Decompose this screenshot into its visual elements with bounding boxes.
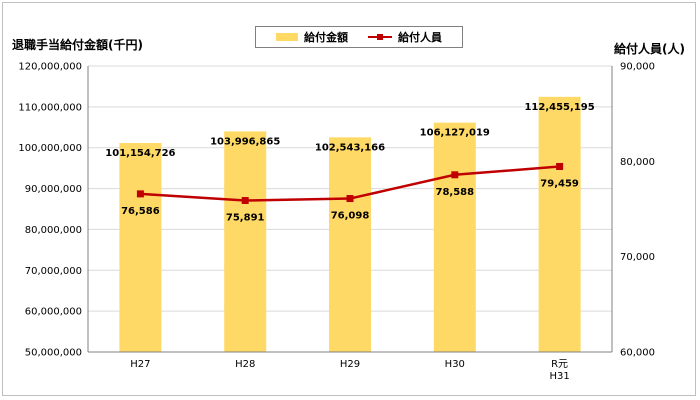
legend: 給付金額 給付人員 — [255, 26, 463, 48]
bar-data-label: 112,455,195 — [524, 102, 594, 113]
y-tick-label-left: 70,000,000 — [25, 266, 82, 277]
x-tick-label: H27 — [130, 359, 150, 370]
y-tick-label-right: 70,000 — [620, 252, 655, 263]
bar — [329, 137, 371, 352]
bar — [433, 122, 476, 353]
y-axis-title-right: 給付人員(人) — [614, 42, 685, 56]
y-tick-label-left: 60,000,000 — [25, 307, 82, 318]
line-marker — [451, 171, 459, 179]
x-tick-label: H30 — [445, 359, 465, 370]
y-tick-label-left: 80,000,000 — [25, 225, 82, 236]
y-tick-label-left: 120,000,000 — [18, 62, 82, 73]
line-data-label: 79,459 — [540, 178, 579, 189]
x-tick-label: H29 — [340, 359, 360, 370]
bar-data-label: 106,127,019 — [420, 128, 490, 139]
x-tick-label: R元 — [551, 359, 568, 370]
chart-frame: 退職手当給付金額(千円) 給付人員(人) 給付金額 給付人員 — [2, 2, 696, 396]
x-tick-label: H31 — [549, 371, 569, 382]
line-data-label: 76,586 — [121, 206, 160, 217]
y-tick-label-left: 90,000,000 — [25, 184, 82, 195]
x-tick-label: H28 — [235, 359, 255, 370]
y-tick-label-left: 110,000,000 — [18, 102, 82, 113]
legend-swatch-bar — [276, 33, 298, 41]
legend-swatch-line — [368, 32, 392, 42]
bar-data-label: 103,996,865 — [210, 136, 280, 147]
y-tick-label-left: 100,000,000 — [18, 143, 82, 154]
legend-label-line: 給付人員 — [398, 31, 442, 44]
line-marker — [136, 190, 144, 198]
bar-data-label: 101,154,726 — [105, 148, 175, 159]
line-marker — [346, 195, 354, 203]
bar-data-label: 102,543,166 — [315, 142, 385, 153]
line-marker — [241, 197, 249, 205]
y-tick-label-right: 80,000 — [620, 157, 655, 168]
bar — [538, 96, 581, 352]
y-tick-label-right: 90,000 — [620, 62, 655, 73]
line-data-label: 75,891 — [226, 213, 265, 224]
line-marker — [556, 162, 564, 170]
line-data-label: 78,588 — [436, 187, 475, 198]
y-axis-title-left: 退職手当給付金額(千円) — [12, 38, 143, 52]
line-data-label: 76,098 — [331, 211, 370, 222]
y-tick-label-left: 50,000,000 — [25, 348, 82, 359]
bar — [224, 131, 267, 352]
legend-label-bar: 給付金額 — [304, 31, 348, 44]
bar — [119, 142, 162, 352]
y-tick-label-right: 60,000 — [620, 348, 655, 359]
